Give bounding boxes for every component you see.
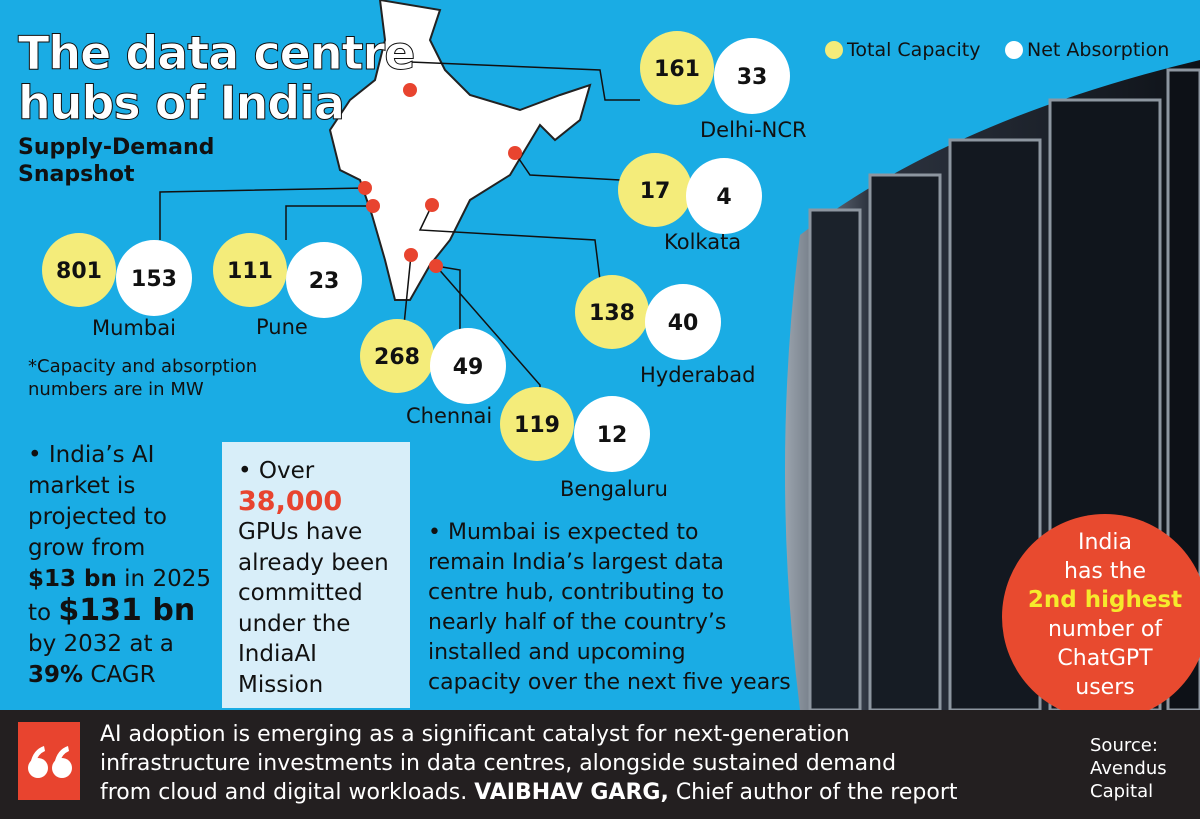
net-absorption-value: 49 <box>453 355 484 380</box>
ai-market: • India’s AI market is projected to grow fr… <box>28 442 211 688</box>
mumbai-outlook: • Mumbai is expected to remain India’s la… <box>428 520 791 695</box>
quote-icon <box>18 722 80 800</box>
gpu-box: • Over 38,000 GPUs have already been commi… <box>222 442 410 708</box>
quote: AI adoption is emerging as a significant… <box>100 722 958 805</box>
net-absorption-value: 33 <box>737 65 768 90</box>
net-absorption-circle <box>574 396 650 472</box>
net-absorption-circle <box>645 284 721 360</box>
india-map <box>328 0 592 301</box>
legend-swatch <box>825 41 843 59</box>
hub-name: Mumbai <box>92 316 176 340</box>
net-absorption-circle <box>714 38 790 114</box>
total-capacity-circle <box>640 31 714 105</box>
subtitle: Supply-Demand Snapshot <box>18 135 215 187</box>
total-capacity-value: 119 <box>514 413 560 438</box>
net-absorption-circle <box>430 328 506 404</box>
total-capacity-value: 801 <box>56 259 102 284</box>
total-capacity-circle <box>575 275 649 349</box>
legend-label: Net Absorption <box>1027 39 1169 61</box>
total-capacity-circle <box>360 319 434 393</box>
total-capacity-value: 161 <box>654 57 700 82</box>
connectors <box>159 61 640 390</box>
hub-name: Pune <box>256 315 308 339</box>
hub-name: Bengaluru <box>560 477 668 501</box>
net-absorption-circle <box>686 158 762 234</box>
net-absorption-value: 23 <box>309 269 340 294</box>
total-capacity-circle <box>213 233 287 307</box>
net-absorption-circle <box>116 240 192 316</box>
hub-name: Chennai <box>406 404 492 428</box>
source: Source: Avendus Capital <box>1090 735 1167 802</box>
note: *Capacity and absorption numbers are in M… <box>28 356 258 400</box>
net-absorption-value: 40 <box>668 311 699 336</box>
net-absorption-value: 153 <box>131 267 177 292</box>
total-capacity-value: 138 <box>589 301 635 326</box>
quote-bar <box>0 710 1200 819</box>
total-capacity-circle <box>618 153 692 227</box>
hub-name: Kolkata <box>664 230 741 254</box>
net-absorption-value: 4 <box>716 185 731 210</box>
total-capacity-value: 268 <box>374 345 420 370</box>
total-capacity-circle <box>500 387 574 461</box>
map-dots <box>358 83 522 273</box>
total-capacity-value: 111 <box>227 259 273 284</box>
net-absorption-value: 12 <box>597 423 628 448</box>
legend-swatch <box>1005 41 1023 59</box>
legend-label: Total Capacity <box>846 39 980 61</box>
title: The data centre hubs of India <box>17 26 415 130</box>
hub-name: Hyderabad <box>640 363 756 387</box>
total-capacity-value: 17 <box>640 179 671 204</box>
chatgpt-badge <box>1002 514 1200 720</box>
total-capacity-circle <box>42 233 116 307</box>
hub-name: Delhi-NCR <box>700 118 807 142</box>
chatgpt-text: India has the 2nd highest number of ChatGP… <box>1027 530 1183 700</box>
net-absorption-circle <box>286 242 362 318</box>
